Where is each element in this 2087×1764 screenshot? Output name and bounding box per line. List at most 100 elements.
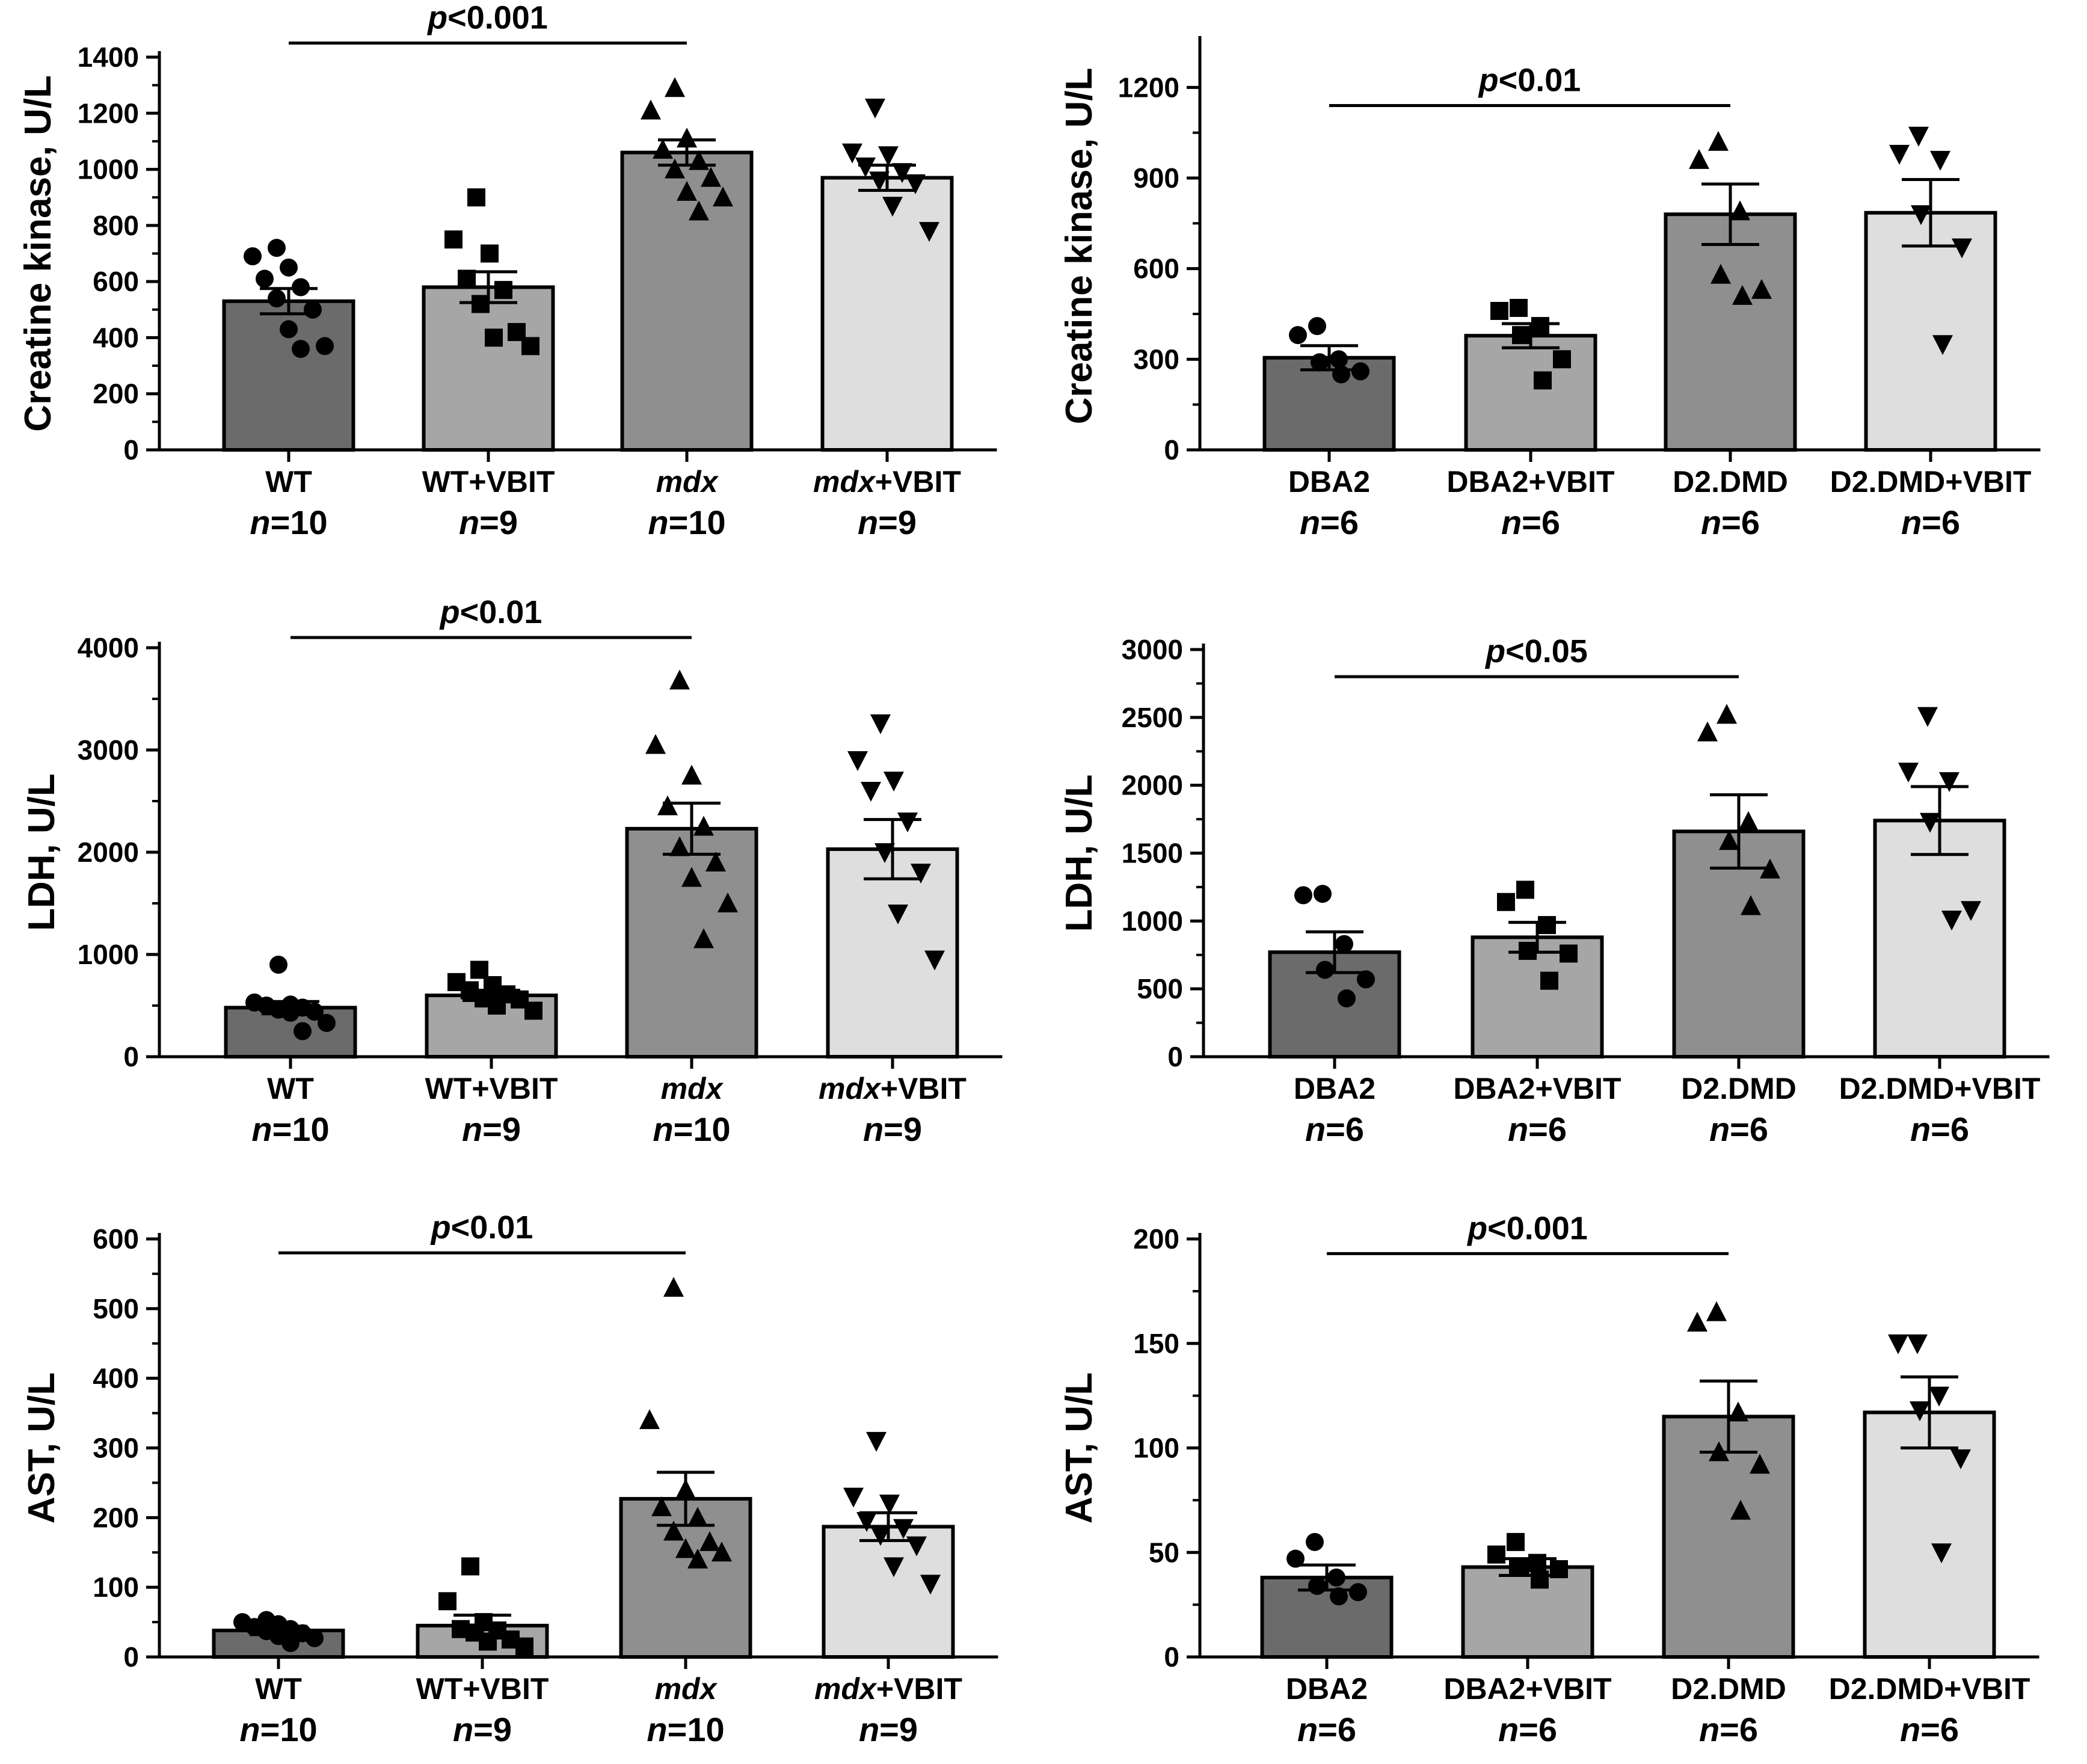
- n-label: n=10: [239, 1710, 317, 1748]
- y-axis-label: LDH, U/L: [21, 773, 63, 931]
- chart-ast-d2: 0 50 100 150 200 AST, U/L DBA2 n=6 DBA2+VBIT n=6 D…: [1059, 1210, 2039, 1748]
- bar-dba2-vbit: [1471, 935, 1604, 1059]
- y-tick-label: 600: [93, 266, 139, 297]
- data-point: [866, 1431, 887, 1452]
- n-label: n=6: [1305, 1110, 1364, 1148]
- data-point: [494, 281, 512, 300]
- data-point: [521, 337, 539, 355]
- data-point: [1760, 858, 1780, 879]
- y-tick-label: 2000: [78, 837, 139, 868]
- data-point: [1338, 989, 1356, 1007]
- y-tick-label: 1000: [78, 154, 139, 185]
- n-label: n=6: [1508, 1110, 1567, 1148]
- data-point: [1911, 205, 1931, 226]
- data-point: [467, 188, 485, 207]
- y-tick-label: 500: [1137, 973, 1183, 1004]
- data-point: [1898, 763, 1919, 783]
- data-point: [687, 1507, 708, 1527]
- data-point: [701, 167, 721, 187]
- data-point: [665, 158, 685, 179]
- y-tick-label: 0: [1164, 434, 1179, 466]
- data-point: [1332, 365, 1350, 384]
- data-point: [1950, 1449, 1971, 1469]
- data-point: [843, 1487, 864, 1508]
- bar-dba2-vbit: [1461, 1565, 1594, 1659]
- y-tick-label: 0: [123, 1041, 139, 1072]
- data-point: [675, 1538, 696, 1558]
- data-point: [641, 99, 661, 120]
- y-tick-label: 400: [93, 1363, 139, 1394]
- data-point: [1750, 1454, 1770, 1474]
- data-point: [1689, 149, 1709, 169]
- data-point: [669, 836, 690, 856]
- data-point: [1311, 353, 1329, 372]
- n-label: n=9: [459, 503, 518, 541]
- bar-mdx: [625, 826, 758, 1059]
- x-tick-label: WT+VBIT: [425, 1072, 558, 1105]
- data-point: [1509, 1558, 1527, 1576]
- data-point: [651, 1496, 672, 1516]
- data-point: [1908, 126, 1929, 147]
- data-point: [1730, 1499, 1751, 1520]
- chart-ldh-mdx: 0 1000 2000 3000 4000 LDH, U/L WT n=10 WT+VBIT n=…: [21, 594, 1003, 1148]
- x-tick-label: mdx: [656, 465, 719, 499]
- x-tick-label: DBA2+VBIT: [1446, 465, 1614, 499]
- chart-ast-mdx: 0 100 200 300 400 500 600 AST, U/L WT n=10 WT+VBIT…: [21, 1209, 998, 1748]
- y-tick-label: 1000: [78, 939, 139, 970]
- n-label: n=9: [858, 503, 917, 541]
- data-point: [444, 230, 463, 249]
- data-point: [1510, 298, 1528, 317]
- data-point: [1507, 1532, 1525, 1551]
- bar-wt-vbit: [422, 285, 555, 452]
- y-tick-label: 100: [1133, 1433, 1179, 1464]
- data-point: [292, 340, 310, 358]
- data-point: [1357, 970, 1375, 989]
- y-axis-label: Creatine kinase, U/L: [1059, 68, 1100, 425]
- data-point: [1961, 901, 1981, 921]
- bar-mdx-vbit: [822, 1525, 955, 1659]
- y-tick-label: 100: [93, 1572, 139, 1603]
- y-tick-label: 1200: [78, 97, 139, 129]
- data-point: [718, 893, 738, 912]
- data-point: [713, 186, 733, 207]
- y-tick-label: 300: [1133, 343, 1179, 375]
- data-point: [268, 289, 286, 308]
- significance-label: p<0.01: [439, 594, 542, 630]
- x-tick-label: D2.DMD: [1673, 465, 1788, 499]
- y-tick-label: 600: [93, 1223, 139, 1255]
- x-tick-label: D2.DMD+VBIT: [1839, 1072, 2041, 1105]
- data-point: [888, 905, 908, 924]
- data-point: [869, 171, 890, 192]
- n-label: n=6: [1901, 503, 1960, 541]
- data-point: [699, 1531, 720, 1551]
- y-tick-label: 200: [93, 378, 139, 410]
- y-tick-label: 3000: [78, 734, 139, 766]
- data-point: [855, 157, 876, 177]
- data-point: [677, 180, 697, 201]
- data-point: [1717, 704, 1737, 724]
- x-tick-label: DBA2: [1288, 465, 1370, 499]
- bar-mdx-vbit: [820, 176, 954, 452]
- data-point: [897, 813, 918, 832]
- y-tick-label: 0: [1167, 1041, 1183, 1072]
- data-point: [1553, 350, 1571, 369]
- x-tick-label: DBA2: [1286, 1672, 1368, 1706]
- x-tick-label: mdx+VBIT: [813, 465, 961, 499]
- data-point: [1512, 326, 1530, 345]
- data-point: [280, 258, 298, 277]
- y-tick-label: 50: [1149, 1537, 1179, 1568]
- y-axis-label: AST, U/L: [1059, 1372, 1100, 1523]
- y-tick-label: 500: [93, 1293, 139, 1324]
- y-tick-label: 900: [1133, 162, 1179, 194]
- n-label: n=6: [1297, 1710, 1356, 1748]
- data-point: [1528, 1553, 1546, 1572]
- n-label: n=10: [648, 503, 725, 541]
- n-label: n=6: [1709, 1110, 1768, 1148]
- n-label: n=10: [647, 1710, 724, 1748]
- data-point: [687, 1548, 708, 1569]
- x-tick-label: mdx: [655, 1672, 718, 1706]
- x-tick-label: DBA2+VBIT: [1443, 1672, 1611, 1706]
- bar-dba2: [1262, 355, 1396, 452]
- data-point: [669, 669, 690, 690]
